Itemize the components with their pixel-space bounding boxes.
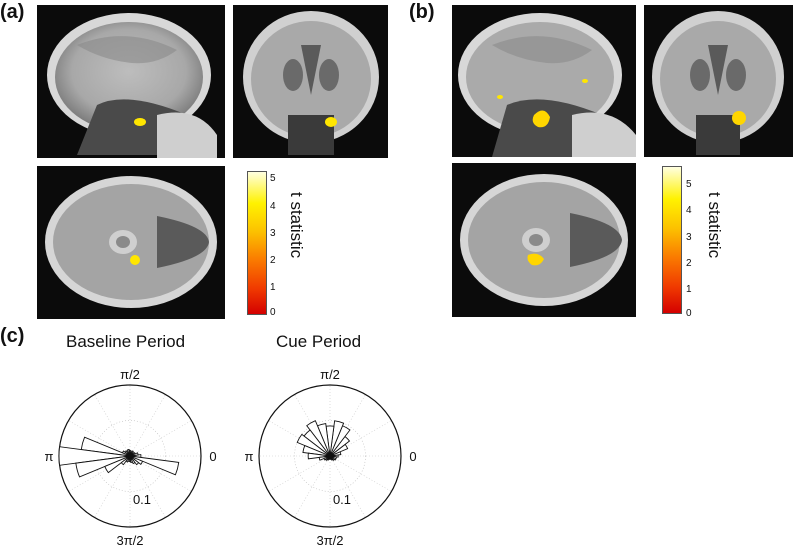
polar-grid-ring [294,420,366,492]
polar-bar [58,446,131,466]
colorbar-title-a: t statistic [287,192,306,259]
mri-sagittal-b [452,5,636,157]
polar-radius-label: 0.1 [333,492,351,507]
panel-label-c: (c) [0,325,25,347]
activation-blob [497,95,503,99]
mri-axial-b [452,163,636,317]
colorbar-tick: 1 [270,282,276,293]
polar-title-baseline: Baseline Period [66,332,186,351]
polar-title-cue: Cue Period [276,332,362,351]
polar-angle-label-right: 0 [209,449,216,464]
mri-coronal-a [233,5,388,158]
polar-bar [307,452,331,460]
colorbar-tick: 2 [270,255,276,266]
polar-bar [306,420,331,457]
polar-angle-label-left: π [245,449,254,464]
polar-bar [302,444,331,457]
polar-chart-cue: π/2 π 0 3π/2 0.1 [230,358,430,548]
polar-angle-label-left: π [45,449,54,464]
mri-coronal-b [644,5,793,157]
polar-bar [329,420,345,457]
colorbar-ticks-b: 5 4 3 2 1 0 [686,166,698,319]
polar-bar [104,455,131,474]
polar-grid-spoke [129,394,166,457]
activation-blob [134,118,146,126]
colorbar-tick: 3 [270,228,276,239]
colorbar-tick: 1 [686,284,692,295]
polar-grid-spoke [294,455,331,518]
polar-svg-cue: π/2 π 0 3π/2 0.1 [245,367,417,548]
activation-blob [325,117,337,127]
colorbar-a [247,171,267,315]
polar-angle-label-bottom: 3π/2 [316,533,343,547]
panel-label-a: (a) [0,1,25,23]
polar-outer-circle [258,384,402,528]
colorbar-tick: 0 [686,308,692,319]
colorbar-tick: 4 [270,201,276,212]
polar-angle-label-top: π/2 [320,367,340,382]
colorbar-tick: 5 [686,179,692,190]
activation-blob [527,253,544,266]
colorbar-tick: 5 [270,173,276,184]
colorbar-tick: 0 [270,307,276,318]
colorbar-tick: 3 [686,232,692,243]
polar-angle-label-right: 0 [409,449,416,464]
polar-svg-baseline: π/2 π 0 3π/2 0.1 [45,367,217,548]
polar-bar [296,433,331,457]
mri-sagittal-a [37,5,225,158]
colorbar-b [662,166,682,314]
polar-angle-label-bottom: 3π/2 [116,533,143,547]
polar-grid-spoke [268,455,331,492]
polar-radius-label: 0.1 [133,492,151,507]
activation-blob [582,79,588,83]
polar-grid-spoke [329,455,366,518]
colorbar-title-b: t statistic [705,192,724,259]
polar-angle-label-top: π/2 [120,367,140,382]
panel-label-b: (b) [409,1,435,23]
activation-blob [732,111,746,125]
colorbar-ticks-a: 5 4 3 2 1 0 [270,170,282,318]
activation-blob [130,255,140,265]
polar-center [326,452,334,460]
mri-axial-a [37,166,225,319]
polar-chart-baseline: π/2 π 0 3π/2 0.1 [30,358,230,548]
polar-bar [129,455,180,476]
activation-blob [532,110,550,128]
polar-center [126,452,134,460]
colorbar-tick: 4 [686,205,692,216]
colorbar-tick: 2 [686,258,692,269]
